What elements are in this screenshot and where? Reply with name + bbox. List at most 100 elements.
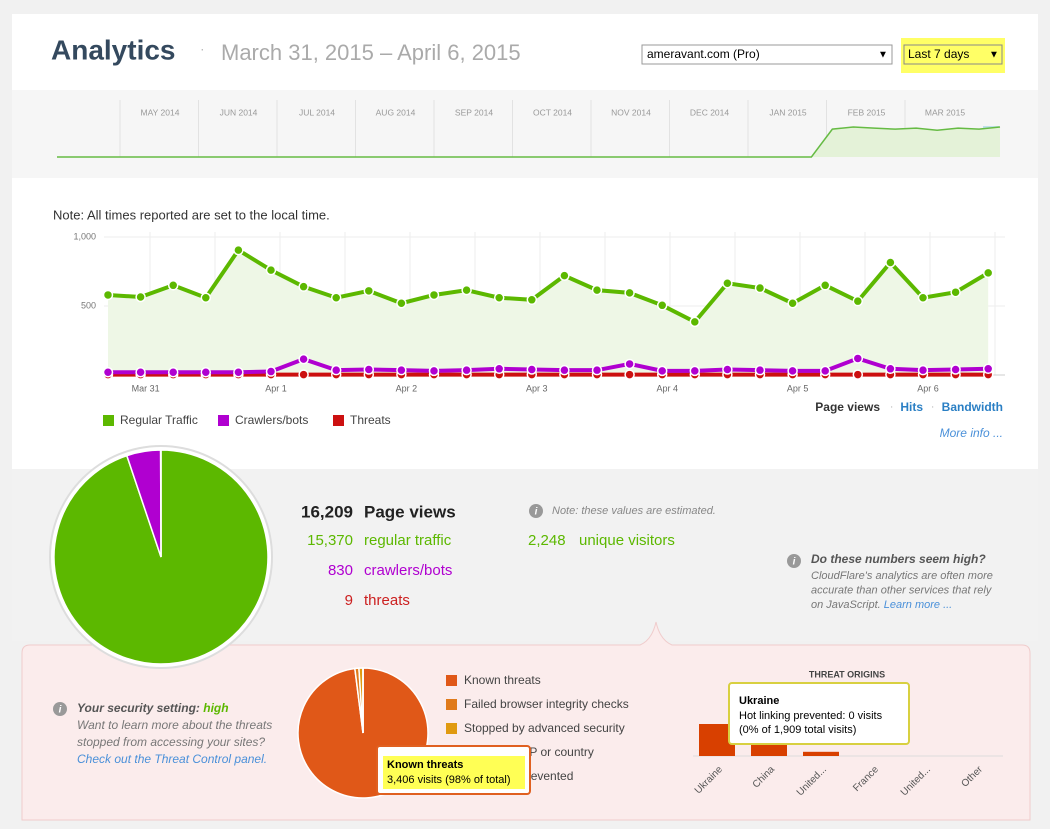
security-link[interactable]: Check out the Threat Control panel. (77, 752, 267, 766)
point (624, 358, 635, 370)
month-label: JUN 2014 (220, 107, 258, 117)
point (559, 270, 570, 281)
x-tick-label: Apr 5 (787, 383, 809, 393)
tooltip-title: Known threats (387, 759, 463, 771)
help-line: accurate than other services that rely (811, 584, 993, 596)
select-arrow: ▼ (989, 50, 999, 61)
x-tick-label: Apr 4 (656, 383, 678, 393)
separator: · (200, 41, 205, 57)
point (852, 295, 864, 307)
metric-link[interactable]: Hits (900, 400, 923, 414)
point (754, 364, 766, 376)
point (885, 363, 896, 375)
origin-tooltip-line: (0% of 1,909 total visits) (739, 724, 856, 736)
legend-swatch (333, 415, 344, 426)
point (330, 292, 342, 303)
dot: · (931, 402, 934, 413)
point (787, 297, 798, 309)
title: Analytics (51, 34, 176, 65)
top-panel (12, 14, 1038, 469)
month-label: NOV 2014 (611, 107, 651, 117)
point (233, 244, 244, 256)
point (591, 364, 603, 376)
info-i: i (793, 557, 796, 568)
month-label: JAN 2015 (769, 107, 807, 117)
point (656, 365, 668, 377)
legend-swatch (446, 699, 457, 710)
timeline-area (57, 127, 1000, 157)
legend-label: Known threats (464, 673, 541, 687)
help-title: Do these numbers seem high? (811, 552, 986, 566)
help-text: accurate than other services that rely (811, 584, 993, 596)
unique-value: 2,248 (528, 532, 566, 549)
point (656, 300, 668, 311)
stat-label: Page views (364, 502, 456, 521)
point (819, 280, 831, 291)
point (461, 364, 472, 376)
origin-bar (803, 751, 839, 756)
info-icon (53, 702, 67, 716)
legend-label: Threats (350, 413, 391, 427)
info-i: i (59, 705, 62, 716)
point (819, 365, 831, 377)
security-line: Want to learn more about the threats (77, 718, 272, 732)
point (102, 289, 114, 301)
date-range: March 31, 2015 – April 6, 2015 (221, 40, 521, 65)
legend-label: Crawlers/bots (235, 413, 308, 427)
x-tick-label: Apr 2 (396, 383, 418, 393)
x-tick-label: Apr 6 (917, 383, 939, 393)
month-label: MAR 2015 (925, 107, 965, 117)
metric-link[interactable]: Bandwidth (942, 400, 1003, 414)
timeline-line (57, 126, 1001, 158)
point (950, 286, 961, 298)
help-link[interactable]: Learn more ... (884, 599, 952, 611)
info-icon (529, 504, 543, 518)
legend-swatch (103, 415, 114, 426)
point (624, 369, 635, 380)
stat-value: 15,370 (307, 532, 353, 549)
point (363, 285, 375, 297)
point (559, 364, 570, 376)
point (950, 364, 961, 375)
x-tick-label: Apr 3 (526, 383, 548, 393)
legend-swatch (218, 415, 229, 426)
point (754, 282, 766, 294)
info-i: i (535, 507, 538, 518)
info-icon (787, 554, 801, 568)
point (722, 277, 733, 289)
month-label: MAY 2014 (141, 107, 180, 117)
point (135, 291, 146, 303)
point (917, 364, 929, 376)
security-label-text: Your security setting: (77, 701, 200, 715)
point (200, 292, 212, 303)
point (330, 364, 342, 376)
point (428, 289, 440, 301)
point (885, 257, 896, 268)
legend-swatch (446, 675, 457, 686)
site-select-text: ameravant.com (Pro) (647, 47, 760, 61)
point (493, 292, 505, 303)
point (233, 366, 244, 378)
point (722, 364, 733, 375)
security-level: high (203, 701, 228, 715)
chart-note: Note: All times reported are set to the … (53, 207, 330, 222)
stat-value: 16,209 (301, 502, 353, 521)
stat-label: regular traffic (364, 532, 452, 549)
period-select[interactable] (903, 44, 1003, 65)
y-tick-label: 500 (81, 300, 96, 310)
help-text: on JavaScript. (811, 599, 881, 611)
point (689, 365, 701, 377)
x-tick-label: Mar 31 (132, 383, 160, 393)
point (363, 364, 375, 375)
tooltip-text: 3,406 visits (98% of total) (387, 774, 511, 786)
point (298, 353, 309, 365)
point (167, 366, 179, 378)
origin-tooltip (728, 682, 910, 745)
traffic-area (108, 250, 989, 375)
month-label: FEB 2015 (848, 107, 886, 117)
more-info[interactable]: More info ... (940, 426, 1003, 440)
point (917, 292, 929, 303)
site-select[interactable] (641, 44, 893, 65)
point (526, 364, 538, 375)
x-tick-label: Apr 1 (265, 383, 287, 393)
